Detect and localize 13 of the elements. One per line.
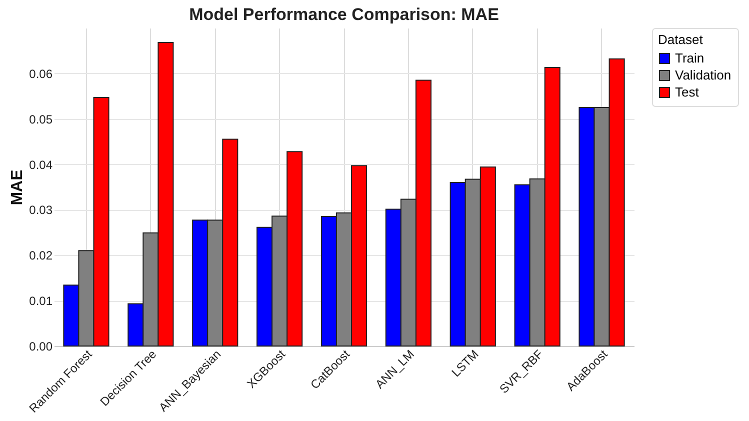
legend-title: Dataset	[658, 32, 704, 47]
legend-label: Validation	[675, 68, 732, 82]
y-tick-label: 0.00	[29, 340, 53, 354]
y-tick-label: 0.05	[29, 112, 53, 126]
chart-title: Model Performance Comparison: MAE	[189, 5, 499, 24]
y-tick-label: 0.06	[29, 66, 53, 81]
y-tick-label: 0.02	[29, 248, 53, 263]
legend-label: Test	[675, 84, 700, 100]
y-tick-label: 0.01	[29, 294, 53, 308]
y-axis-title: MAE	[9, 169, 26, 206]
y-tick-label: 0.03	[29, 203, 53, 218]
y-tick-label: 0.04	[29, 158, 53, 172]
legend-label: Train	[675, 50, 704, 66]
